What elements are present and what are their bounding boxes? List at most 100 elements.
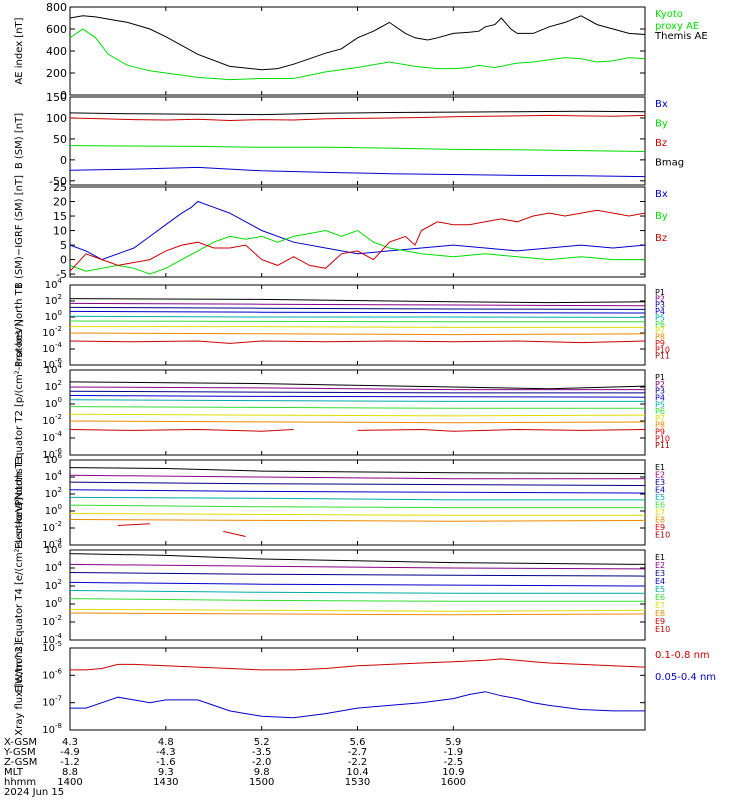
axis-row-value: 1600 (441, 777, 466, 788)
legend-entry: E9 (655, 523, 665, 532)
y-axis-label: Electrons Equator T4 [e/(cm²-s-sr-keV)] (14, 497, 25, 692)
y-tick-label: 10-2 (42, 413, 62, 427)
series-line (69, 386, 645, 391)
legend-entry: P1 (655, 373, 665, 382)
series-line (69, 390, 645, 394)
legend-entry: E4 (655, 577, 665, 586)
y-tick-label: 0 (60, 254, 67, 267)
legend-entry: P7 (655, 326, 665, 335)
date-label: 2024 Jun 15 (4, 787, 64, 798)
legend-entry: P7 (655, 414, 665, 423)
series-line (69, 504, 645, 509)
legend-entry: E5 (655, 493, 665, 502)
legend-entry: Bx (655, 189, 668, 200)
y-tick-label: 100 (45, 396, 62, 410)
series-line (69, 420, 646, 424)
legend-entry: Bz (655, 138, 667, 149)
series-line (69, 315, 646, 318)
series-line (69, 298, 646, 304)
axis-row-value: 5.9 (445, 737, 461, 748)
axis-row-value: -2.7 (348, 747, 368, 758)
axis-row-value: -2.0 (252, 757, 272, 768)
legend-entry: E4 (655, 486, 665, 495)
axis-row-value: 8.8 (62, 767, 78, 778)
y-tick-label: 102 (45, 379, 62, 393)
series-line (69, 320, 645, 323)
legend-entry: P4 (655, 307, 665, 316)
y-tick-label: 104 (45, 277, 63, 291)
series-line (69, 381, 646, 390)
axis-row-value: 1430 (153, 777, 178, 788)
y-tick-label: 10-6 (42, 357, 62, 371)
legend-entry: E5 (655, 585, 665, 594)
legend-entry: E10 (655, 531, 670, 540)
y-tick-label: 10 (53, 225, 67, 238)
axis-row-value: 4.3 (62, 737, 78, 748)
legend-entry: 0.05-0.4 nm (655, 672, 716, 683)
y-tick-label: 5 (60, 239, 67, 252)
axis-row-value: 10.4 (346, 767, 368, 778)
axis-row-value: 1500 (249, 777, 274, 788)
axis-row-value: -2.2 (348, 757, 368, 768)
series-line (69, 598, 645, 602)
y-tick-label: 106 (45, 542, 63, 556)
y-axis-label: Electrons North T3 (14, 456, 25, 549)
y-tick-label: 10-2 (42, 325, 62, 339)
series-line (69, 513, 645, 516)
legend-entry: Themis AE (654, 31, 708, 42)
panel-frame (69, 6, 646, 96)
legend-entry: P2 (655, 294, 665, 303)
series-line (69, 413, 646, 417)
legend-entry: P10 (655, 345, 670, 354)
y-tick-label: 100 (45, 309, 62, 323)
axis-row-value: 4.8 (158, 737, 174, 748)
legend-entry: E6 (655, 501, 665, 510)
axis-row-value: 10.9 (442, 767, 464, 778)
y-tick-label: 600 (46, 23, 67, 36)
legend-entry: E6 (655, 593, 665, 602)
series-line (69, 200, 646, 261)
axis-row-value: -1.6 (156, 757, 176, 768)
y-axis-label: Protons Equator T2 [p/(cm²-s-sr-keV)] (14, 319, 25, 506)
legend-entry: Bmag (655, 158, 684, 169)
legend-entry: By (655, 211, 668, 222)
y-tick-label: 10-4 (42, 632, 62, 646)
y-tick-label: 100 (45, 503, 62, 517)
legend-entry: E8 (655, 516, 665, 525)
axis-row-value: -4.3 (156, 747, 176, 758)
y-axis-label: Xray flux [W/m^2] (14, 642, 25, 736)
series-line (357, 428, 646, 432)
legend-entry: E10 (655, 625, 670, 634)
legend-entry: E1 (655, 463, 665, 472)
series-line (69, 209, 646, 272)
series-line (69, 581, 646, 587)
legend-entry: Bx (655, 99, 668, 110)
series-line (69, 166, 646, 178)
legend-entry: P6 (655, 320, 665, 329)
legend-entry: P6 (655, 407, 665, 416)
legend-entry: Kyoto (655, 9, 683, 20)
series-line (69, 332, 646, 336)
legend-entry: proxy AE (655, 21, 699, 32)
axis-row-label: X-GSM (4, 737, 37, 748)
series-line (69, 563, 646, 570)
legend-entry: E9 (655, 617, 665, 626)
y-tick-label: 100 (45, 596, 62, 610)
series-line (70, 326, 645, 328)
legend-entry: P3 (655, 301, 665, 310)
legend-entry: P5 (655, 400, 665, 409)
y-tick-label: -5 (56, 268, 67, 281)
legend-entry: By (655, 119, 668, 130)
y-tick-label: 25 (53, 181, 67, 194)
y-tick-label: 200 (46, 67, 67, 80)
legend-entry: E2 (655, 471, 665, 480)
panel-frame (69, 96, 646, 186)
legend-entry: E3 (655, 569, 665, 578)
axis-row-value: -1.9 (444, 747, 464, 758)
y-tick-label: -50 (49, 175, 67, 188)
y-tick-label: 10-8 (42, 722, 62, 736)
series-line (69, 406, 645, 409)
y-tick-label: 800 (46, 1, 67, 14)
y-tick-label: 150 (46, 91, 67, 104)
